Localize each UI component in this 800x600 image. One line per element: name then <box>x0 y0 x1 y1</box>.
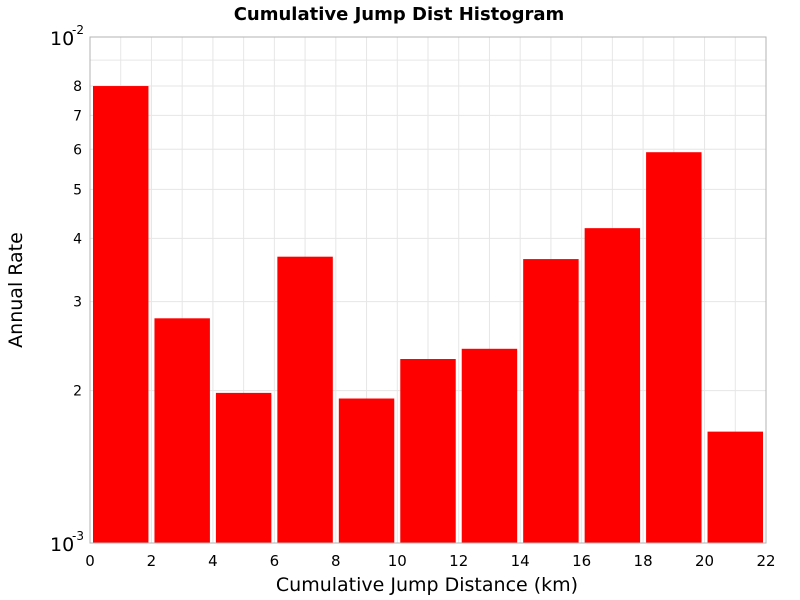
x-tick-label: 8 <box>331 552 341 570</box>
bar <box>93 86 149 543</box>
chart-title: Cumulative Jump Dist Histogram <box>234 4 565 25</box>
y-axis-label: Annual Rate <box>5 232 27 348</box>
y-tick-exponent: -2 <box>72 23 84 37</box>
x-tick-label: 6 <box>270 552 280 570</box>
x-tick-label: 0 <box>85 552 95 570</box>
bar <box>338 398 395 543</box>
bar <box>646 152 702 544</box>
x-tick-label: 10 <box>388 552 407 570</box>
y-tick-label: 2 <box>73 384 82 400</box>
x-axis-label: Cumulative Jump Distance (km) <box>276 574 578 596</box>
bars <box>93 86 763 544</box>
y-tick-label: 6 <box>73 142 82 158</box>
y-tick-label: 3 <box>73 295 82 311</box>
bar <box>584 228 641 543</box>
y-major-tick-label: 10-2 <box>50 23 84 50</box>
bar <box>215 392 272 543</box>
y-tick-base: 10 <box>50 28 74 50</box>
y-tick-label: 8 <box>73 79 82 95</box>
bar <box>400 359 456 543</box>
bar <box>707 431 763 543</box>
x-tick-labels: 0 2 4 6 8 10 12 14 16 18 20 22 <box>85 552 775 570</box>
x-tick-label: 14 <box>511 552 530 570</box>
x-tick-label: 2 <box>147 552 157 570</box>
bar <box>277 256 333 543</box>
x-tick-label: 16 <box>572 552 591 570</box>
x-tick-label: 4 <box>208 552 218 570</box>
y-major-tick-label: 10-3 <box>50 529 84 556</box>
x-tick-label: 12 <box>449 552 468 570</box>
y-tick-base: 10 <box>50 534 74 556</box>
plot-area <box>89 36 767 544</box>
bar <box>154 318 210 543</box>
x-tick-label: 22 <box>756 552 775 570</box>
y-tick-label: 7 <box>73 108 82 124</box>
y-tick-label: 4 <box>73 231 82 247</box>
y-tick-label: 5 <box>73 182 82 198</box>
x-tick-label: 18 <box>634 552 653 570</box>
bar <box>461 348 518 543</box>
y-tick-exponent: -3 <box>72 529 84 543</box>
bar <box>523 259 579 543</box>
x-tick-label: 20 <box>695 552 714 570</box>
